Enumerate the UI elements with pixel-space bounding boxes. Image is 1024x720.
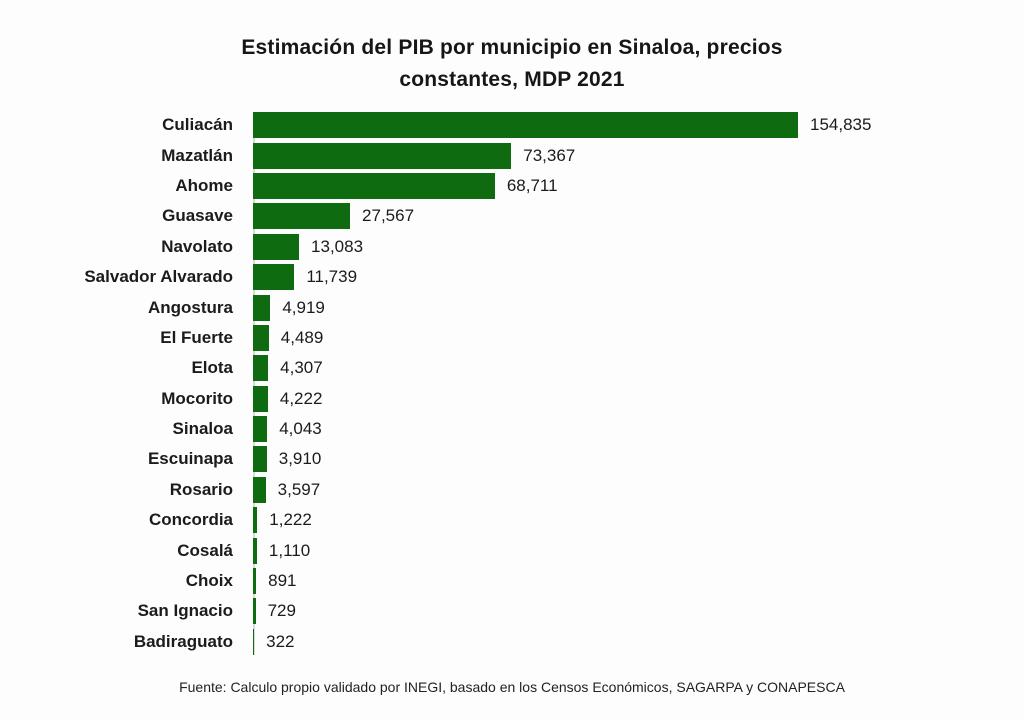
bar-area: 729 — [253, 596, 1024, 626]
value-label: 11,739 — [306, 267, 358, 287]
bar — [253, 324, 269, 351]
chart-title-line-2: constantes, MDP 2021 — [399, 68, 625, 91]
value-label: 4,222 — [279, 388, 323, 408]
chart-title-line-1: Estimación del PIB por municipio en Sina… — [241, 36, 783, 59]
value-label: 4,919 — [282, 297, 325, 317]
category-label: Ahome — [175, 175, 233, 195]
chart-row: Mazatlán 73,367 — [0, 140, 1024, 170]
category-label: Escuinapa — [147, 449, 233, 469]
category-label: Mazatlán — [161, 145, 233, 165]
value-label: 73,367 — [523, 145, 576, 165]
bar-area: 3,910 — [253, 444, 1024, 474]
bar — [253, 142, 512, 169]
value-label: 3,597 — [277, 479, 321, 499]
value-label: 154,835 — [810, 115, 872, 135]
bar — [253, 203, 351, 230]
bar-area: 13,083 — [253, 232, 1024, 262]
chart-row: Escuinapa 3,910 — [0, 444, 1024, 474]
chart-row: Rosario 3,597 — [0, 475, 1024, 505]
bar — [253, 568, 257, 595]
bar — [253, 476, 266, 503]
bar — [253, 598, 256, 625]
chart-row: Guasave 27,567 — [0, 201, 1024, 231]
bar-area: 4,489 — [253, 323, 1024, 353]
value-label: 891 — [268, 571, 297, 591]
chart-title: Estimación del PIB por municipio en Sina… — [0, 32, 1024, 96]
category-label: Navolato — [161, 236, 233, 256]
bar — [253, 507, 258, 534]
y-axis-line — [253, 112, 255, 656]
bar-area: 4,307 — [253, 353, 1024, 383]
bar-area: 73,367 — [253, 140, 1024, 170]
bar-area: 68,711 — [253, 171, 1024, 201]
bar — [253, 112, 798, 139]
bar — [253, 294, 271, 321]
bar — [253, 233, 300, 260]
value-label: 4,307 — [280, 358, 323, 378]
bar-area: 11,739 — [253, 262, 1024, 292]
bar — [253, 172, 495, 199]
bar-area: 4,222 — [253, 384, 1024, 414]
bar-area: 4,043 — [253, 414, 1024, 444]
category-label: Badiraguato — [133, 631, 233, 651]
chart-row: San Ignacio 729 — [0, 596, 1024, 626]
chart-rows: Culiacán 154,835 Mazatlán 73,367 Ahome 6… — [0, 110, 1024, 657]
source-note: Fuente: Calculo propio validado por INEG… — [179, 679, 845, 696]
bar-area: 3,597 — [253, 475, 1024, 505]
bar — [253, 355, 269, 382]
chart-row: Badiraguato 322 — [0, 627, 1024, 657]
category-label: El Fuerte — [160, 327, 233, 347]
category-label: Sinaloa — [172, 419, 233, 439]
chart-row: El Fuerte 4,489 — [0, 323, 1024, 353]
category-label: Elota — [191, 358, 233, 378]
value-label: 1,110 — [268, 540, 311, 560]
value-label: 3,910 — [278, 449, 322, 469]
bar — [253, 385, 268, 412]
chart-row: Ahome 68,711 — [0, 171, 1024, 201]
bar-chart: Culiacán 154,835 Mazatlán 73,367 Ahome 6… — [0, 110, 1024, 657]
chart-row: Sinaloa 4,043 — [0, 414, 1024, 444]
chart-row: Choix 891 — [0, 566, 1024, 596]
chart-row: Culiacán 154,835 — [0, 110, 1024, 140]
value-label: 4,043 — [279, 419, 322, 439]
value-label: 4,489 — [280, 327, 324, 347]
value-label: 322 — [266, 631, 295, 651]
value-label: 68,711 — [506, 175, 558, 195]
category-label: Culiacán — [162, 115, 233, 135]
value-label: 27,567 — [362, 206, 415, 226]
category-label: Salvador Alvarado — [84, 267, 233, 287]
category-label: Choix — [185, 571, 233, 591]
bar — [253, 416, 268, 443]
category-label: Concordia — [148, 510, 233, 530]
chart-row: Concordia 1,222 — [0, 505, 1024, 535]
chart-row: Angostura 4,919 — [0, 292, 1024, 322]
category-label: Cosalá — [177, 540, 233, 560]
bar-area: 891 — [253, 566, 1024, 596]
chart-row: Navolato 13,083 — [0, 232, 1024, 262]
value-label: 1,222 — [269, 510, 312, 530]
category-label: Angostura — [148, 297, 233, 317]
category-label: Mocorito — [161, 388, 233, 408]
bar-area: 27,567 — [253, 201, 1024, 231]
chart-row: Mocorito 4,222 — [0, 384, 1024, 414]
category-label: Rosario — [169, 479, 233, 499]
chart-row: Cosalá 1,110 — [0, 535, 1024, 565]
bar-area: 322 — [253, 627, 1024, 657]
bar — [253, 446, 267, 473]
bar — [253, 264, 295, 291]
bar-area: 1,110 — [253, 535, 1024, 565]
bar-area: 154,835 — [253, 110, 1024, 140]
chart-row: Elota 4,307 — [0, 353, 1024, 383]
category-label: Guasave — [162, 206, 233, 226]
bar — [253, 628, 255, 655]
value-label: 13,083 — [311, 236, 364, 256]
bar-area: 4,919 — [253, 292, 1024, 322]
value-label: 729 — [267, 601, 296, 621]
category-label: San Ignacio — [137, 601, 233, 621]
bar — [253, 537, 257, 564]
bar-area: 1,222 — [253, 505, 1024, 535]
chart-row: Salvador Alvarado 11,739 — [0, 262, 1024, 292]
